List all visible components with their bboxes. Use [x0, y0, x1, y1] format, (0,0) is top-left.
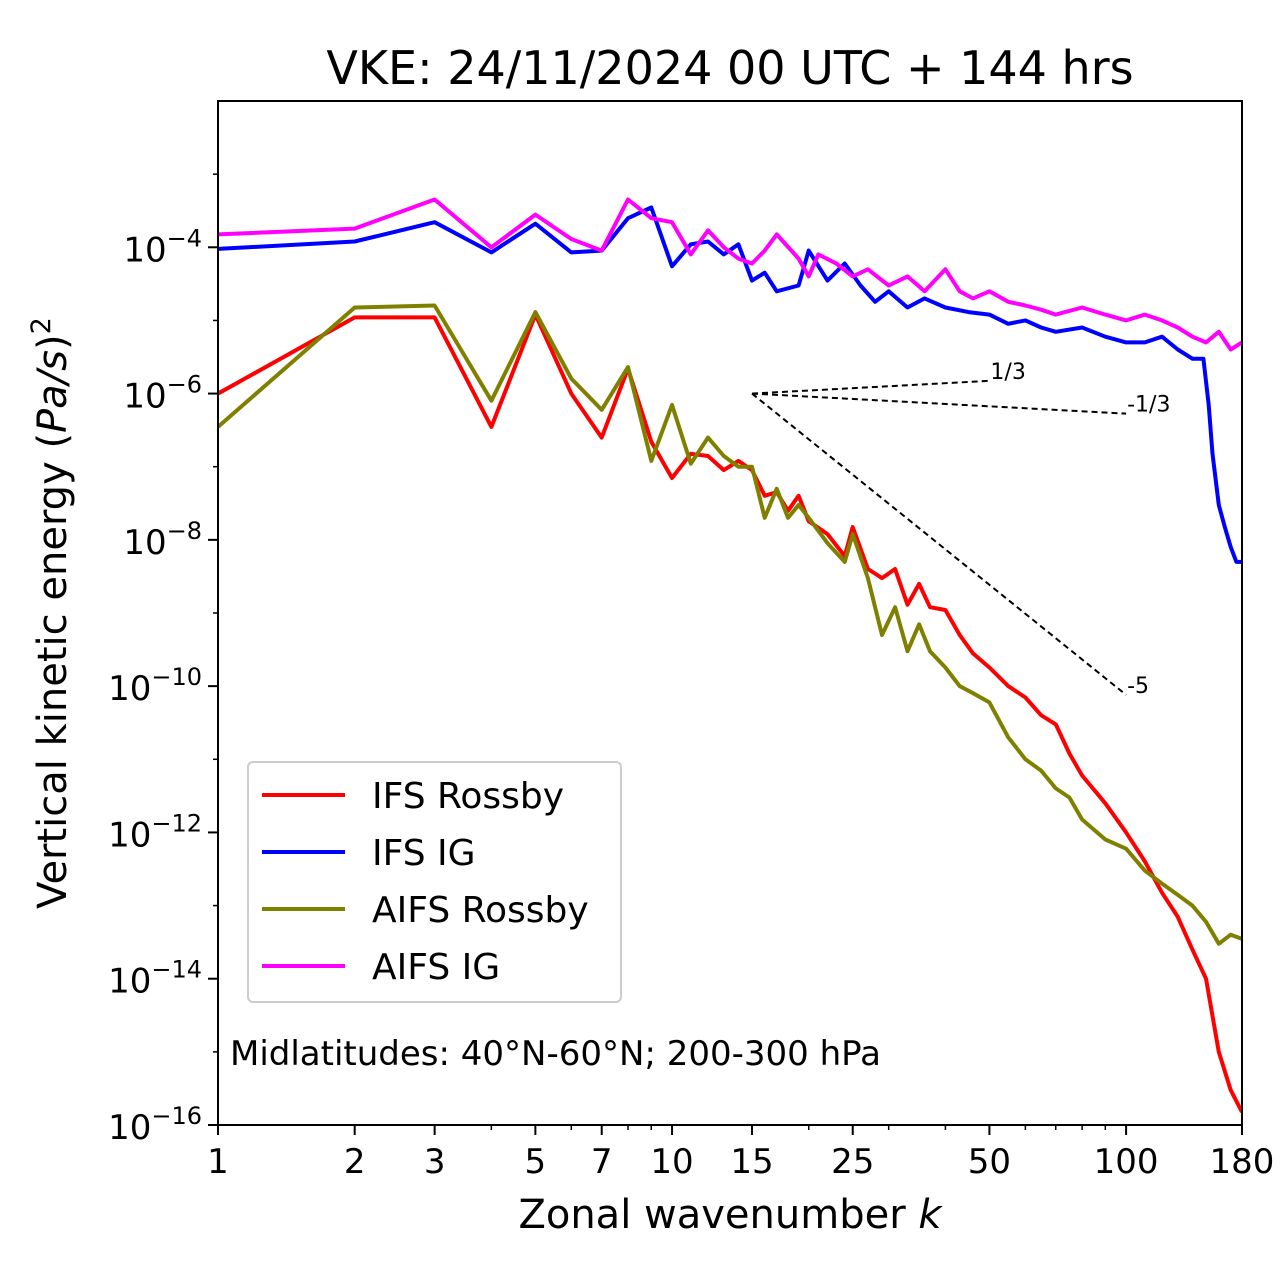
legend-label: AIFS Rossby: [372, 890, 589, 931]
x-axis-label: Zonal wavenumber k: [518, 1192, 943, 1238]
reference-slope-label: 1/3: [990, 360, 1025, 385]
series-layer: [218, 197, 1242, 1114]
legend-label: IFS Rossby: [372, 776, 564, 817]
x-tick-label: 3: [424, 1142, 446, 1182]
y-tick-label: 10−4: [123, 224, 202, 270]
series-line-aifs-rossby: [218, 303, 1242, 946]
reference-slope-label: -1/3: [1127, 393, 1170, 418]
y-tick-label: 10−6: [123, 371, 202, 417]
y-axis-label-var: Pa/s: [30, 350, 76, 433]
legend-label: AIFS IG: [372, 947, 500, 988]
series-line-ifs-rossby: [218, 312, 1242, 1114]
x-axis-label-text: Zonal wavenumber: [518, 1192, 918, 1238]
x-axis-label-var: k: [918, 1192, 943, 1238]
reference-slope-labels: 1/3 -1/3 -5: [990, 360, 1170, 699]
reference-slope-label: -5: [1127, 674, 1149, 699]
x-axis-ticks: 1 2 3 5 7 10 15 25 50 100 180: [207, 1125, 1274, 1182]
x-tick-label: 180: [1210, 1142, 1275, 1182]
x-tick-label: 7: [591, 1142, 613, 1182]
x-tick-label: 100: [1094, 1142, 1159, 1182]
y-axis-label-text: Vertical kinetic energy (: [30, 433, 76, 909]
reference-slope-line: [751, 392, 1127, 415]
reference-slope-line: [751, 379, 990, 395]
x-tick-label: 50: [968, 1142, 1011, 1182]
chart-title: VKE: 24/11/2024 00 UTC + 144 hrs: [326, 41, 1133, 95]
x-tick-label: 1: [207, 1142, 229, 1182]
x-tick-label: 15: [730, 1142, 773, 1182]
y-tick-label: 10−10: [108, 663, 202, 709]
y-tick-label: 10−8: [123, 517, 202, 563]
y-axis-label: Vertical kinetic energy (Pa/s)2: [26, 317, 76, 909]
reference-slope-line: [751, 392, 1127, 696]
x-tick-label: 5: [525, 1142, 547, 1182]
y-axis-label-exponent: 2: [26, 317, 57, 334]
region-annotation: Midlatitudes: 40°N-60°N; 200-300 hPa: [230, 1034, 881, 1074]
series-line-aifs-ig: [218, 197, 1242, 352]
x-tick-label: 2: [344, 1142, 366, 1182]
y-axis-ticks: 10−16 10−14 10−12 10−10 10−8 10−6 10−4: [108, 173, 218, 1148]
series-line-ifs-ig: [218, 205, 1242, 564]
y-axis-label-close: ): [30, 334, 76, 350]
y-tick-label: 10−14: [108, 956, 202, 1002]
y-tick-label: 10−12: [108, 809, 202, 855]
x-tick-label: 10: [650, 1142, 693, 1182]
legend-label: IFS IG: [372, 833, 476, 874]
legend: IFS Rossby IFS IG AIFS Rossby AIFS IG: [247, 761, 622, 1003]
legend-box: [247, 761, 622, 1003]
x-tick-label: 25: [831, 1142, 874, 1182]
y-tick-label: 10−16: [108, 1102, 202, 1148]
reference-slopes-layer: [751, 379, 1127, 696]
